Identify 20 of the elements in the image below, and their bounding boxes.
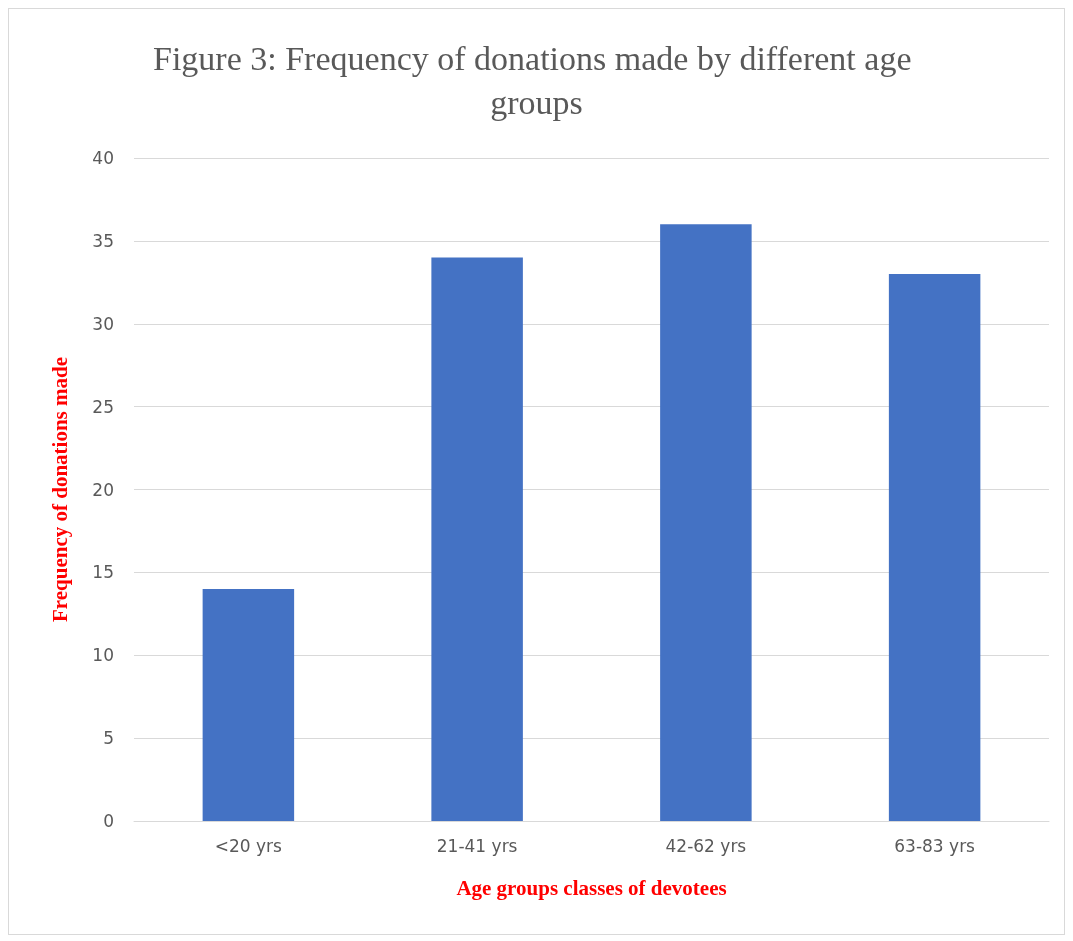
bar (202, 588, 295, 821)
bar (660, 224, 752, 821)
x-tick-label: 63-83 yrs (894, 835, 976, 856)
y-tick-label: 10 (92, 645, 114, 666)
y-tick-label: 5 (103, 728, 114, 749)
x-tick-label: <20 yrs (214, 835, 283, 856)
bar (888, 274, 981, 821)
y-tick-label: 0 (103, 811, 114, 831)
y-tick-label: 25 (92, 396, 114, 417)
bar (431, 257, 523, 821)
y-tick-label: 40 (92, 148, 114, 168)
y-tick-label: 35 (92, 230, 114, 251)
chart-title: Figure 3: Frequency of donations made by different age groups (153, 39, 920, 121)
x-axis-title: Age groups classes of devotees (456, 875, 727, 900)
y-tick-label: 30 (92, 313, 114, 334)
x-tick-label: 21-41 yrs (436, 835, 518, 856)
x-tick-label: 42-62 yrs (665, 835, 747, 856)
y-tick-label: 15 (92, 562, 114, 583)
y-tick-label: 20 (92, 479, 114, 500)
y-axis-title: Frequency of donations made (47, 356, 72, 623)
